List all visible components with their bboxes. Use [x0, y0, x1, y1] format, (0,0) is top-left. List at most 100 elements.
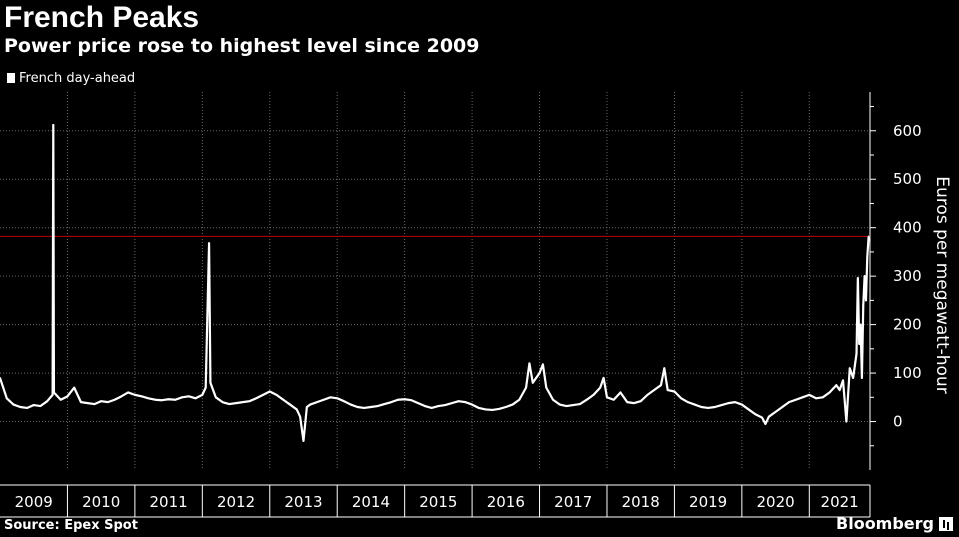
data-point — [241, 401, 244, 404]
y-tick-label-500: 500 — [893, 170, 922, 188]
data-point — [430, 407, 433, 409]
data-point — [626, 401, 629, 404]
data-point — [542, 363, 544, 366]
data-point — [100, 400, 103, 403]
data-point — [565, 405, 568, 407]
x-tick-label-2009: 2009 — [15, 493, 53, 511]
data-point — [39, 405, 42, 407]
data-point — [403, 398, 406, 401]
data-point — [120, 395, 123, 398]
data-point — [855, 352, 858, 355]
data-point — [383, 403, 386, 405]
data-point — [167, 398, 170, 401]
data-point — [316, 401, 318, 404]
data-point — [73, 386, 76, 389]
y-tick-label-200: 200 — [893, 316, 922, 334]
data-point — [592, 393, 595, 396]
data-point — [187, 395, 190, 398]
data-point — [673, 390, 676, 393]
data-point — [727, 402, 730, 405]
data-point — [12, 403, 15, 406]
data-point — [32, 404, 35, 406]
data-point — [457, 400, 460, 403]
data-point — [295, 408, 298, 411]
data-point — [815, 397, 817, 400]
data-point — [761, 416, 763, 419]
data-point — [856, 277, 859, 279]
data-point — [52, 124, 55, 126]
data-point — [663, 367, 666, 370]
data-point — [653, 389, 656, 391]
data-point — [46, 400, 49, 403]
data-point — [349, 403, 352, 406]
x-tick-label-2010: 2010 — [82, 493, 120, 511]
data-point — [558, 403, 561, 406]
data-point — [528, 362, 531, 365]
grid — [0, 92, 870, 470]
data-point — [858, 343, 861, 345]
data-point — [343, 400, 345, 403]
data-point — [93, 403, 96, 405]
data-point — [535, 377, 538, 379]
data-point — [201, 393, 204, 396]
data-point — [309, 403, 312, 406]
data-point — [863, 275, 866, 278]
data-point — [410, 399, 413, 402]
data-point — [572, 404, 575, 406]
data-point — [208, 242, 210, 245]
data-point — [606, 396, 608, 399]
data-point — [147, 397, 150, 400]
data-point — [747, 408, 750, 411]
data-point — [214, 396, 217, 399]
data-point — [585, 398, 588, 401]
x-tick-label-2019: 2019 — [689, 493, 727, 511]
data-point — [821, 396, 824, 399]
data-point — [19, 406, 22, 408]
data-point — [299, 415, 302, 418]
data-point — [471, 403, 473, 406]
data-point — [579, 403, 581, 405]
x-tick-label-2012: 2012 — [217, 493, 255, 511]
x-tick-label-2021: 2021 — [821, 493, 859, 511]
data-point — [53, 391, 55, 394]
x-tick-label-2017: 2017 — [554, 493, 592, 511]
data-point — [363, 407, 366, 409]
data-point — [235, 402, 237, 405]
data-point — [862, 304, 865, 307]
data-point — [140, 395, 143, 398]
data-point — [390, 401, 393, 404]
data-point — [491, 409, 494, 411]
data-point — [80, 401, 82, 404]
data-point — [127, 391, 130, 394]
data-point — [376, 405, 379, 407]
data-point — [484, 408, 487, 411]
data-point — [329, 396, 332, 399]
chart-subtitle: Power price rose to highest level since … — [4, 35, 480, 57]
data-point — [66, 395, 69, 398]
data-point — [370, 406, 372, 408]
data-point — [221, 401, 224, 404]
data-point — [633, 402, 635, 405]
data-point — [282, 398, 285, 401]
data-point — [417, 402, 420, 405]
data-point — [713, 406, 716, 408]
brand-name: Bloomberg — [836, 514, 934, 533]
data-point — [397, 398, 399, 401]
data-point — [498, 408, 500, 410]
series-line-french-day-ahead — [0, 123, 870, 443]
x-tick-label-2013: 2013 — [284, 493, 322, 511]
legend: French day-ahead — [7, 70, 135, 86]
axes: 0 100 200 300 400 500 600 2009 2010 2011 2012 2013 2… — [0, 92, 922, 518]
data-point — [181, 396, 183, 399]
data-point — [160, 399, 163, 402]
data-point — [209, 381, 212, 384]
data-point — [531, 381, 534, 384]
data-point — [268, 390, 271, 393]
data-point — [477, 407, 480, 409]
y-tick-label-400: 400 — [893, 219, 922, 237]
data-point — [51, 393, 54, 396]
y-tick-label-600: 600 — [893, 122, 922, 140]
data-point — [26, 407, 28, 409]
data-point — [646, 393, 649, 396]
